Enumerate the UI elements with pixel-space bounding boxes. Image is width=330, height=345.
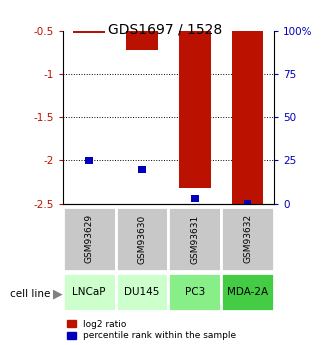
Bar (115, 273, 168, 310)
Bar (179, 31, 211, 188)
Text: MDA-2A: MDA-2A (227, 287, 268, 296)
Bar (191, 195, 199, 202)
Bar (221, 207, 274, 271)
Legend: log2 ratio, percentile rank within the sample: log2 ratio, percentile rank within the s… (67, 320, 237, 341)
Bar (232, 31, 263, 204)
Text: GSM93629: GSM93629 (84, 214, 94, 264)
Bar (168, 207, 221, 271)
Bar (221, 273, 274, 310)
Text: PC3: PC3 (184, 287, 205, 296)
Text: ▶: ▶ (53, 287, 63, 300)
Bar (138, 166, 146, 172)
Text: GSM93630: GSM93630 (137, 214, 147, 264)
Bar (168, 273, 221, 310)
Text: DU145: DU145 (124, 287, 160, 296)
Bar (126, 31, 158, 50)
Bar (244, 200, 251, 207)
Bar (63, 207, 116, 271)
Text: cell line: cell line (10, 289, 50, 299)
Bar (63, 273, 116, 310)
Text: GSM93631: GSM93631 (190, 214, 199, 264)
Text: GDS1697 / 1528: GDS1697 / 1528 (108, 22, 222, 37)
Text: GSM93632: GSM93632 (243, 214, 252, 264)
Text: LNCaP: LNCaP (72, 287, 106, 296)
Bar (115, 207, 168, 271)
Bar (73, 31, 105, 33)
Bar (85, 157, 93, 164)
